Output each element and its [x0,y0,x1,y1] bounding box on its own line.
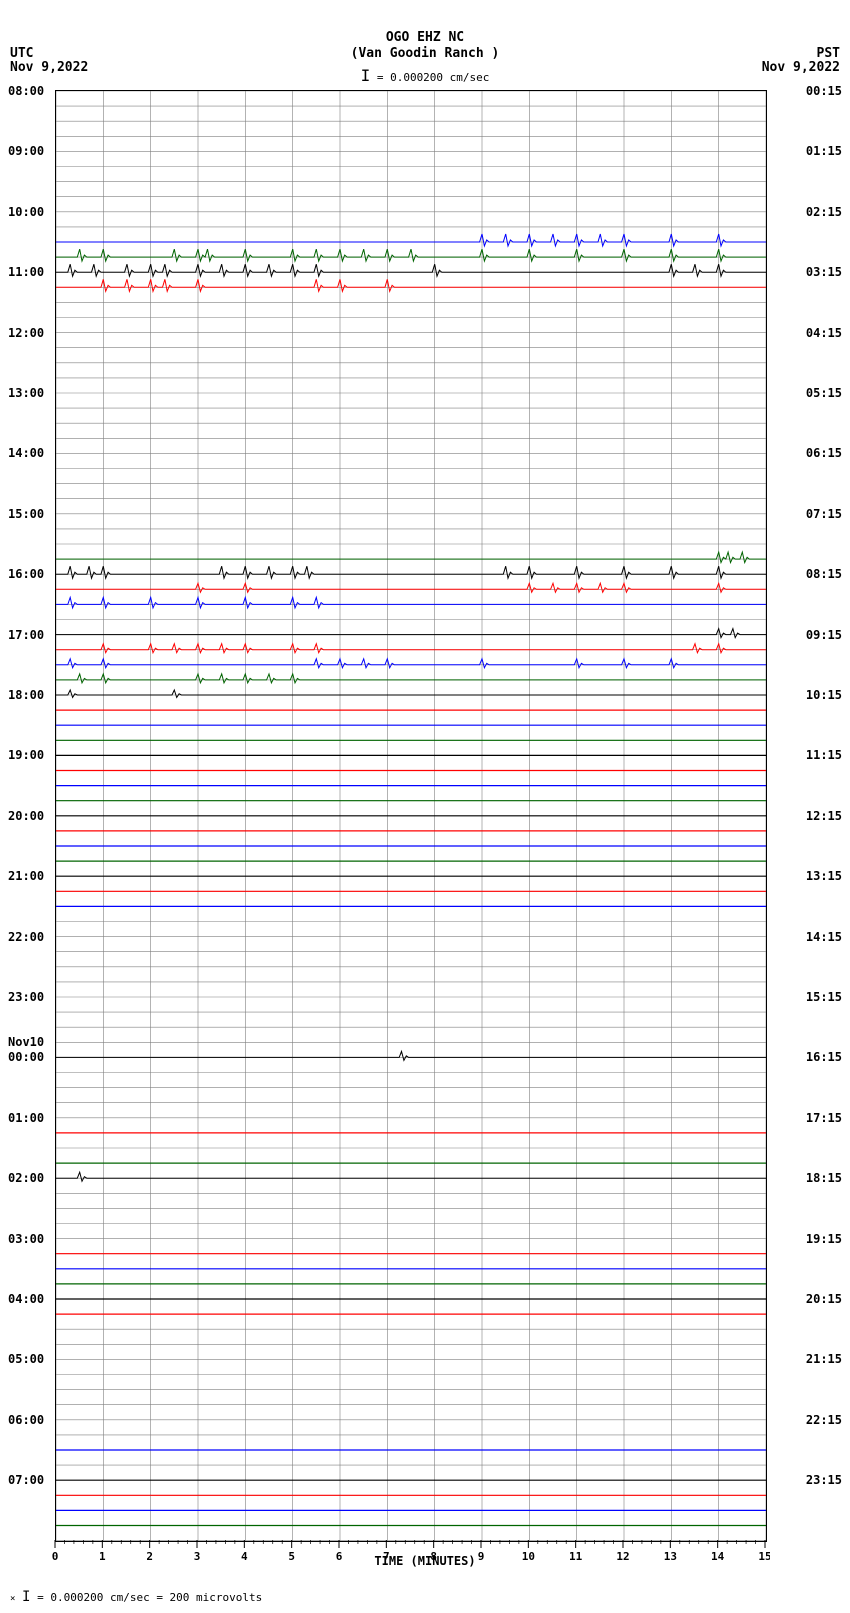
pst-hour-label: 20:15 [806,1292,842,1306]
station-title: OGO EHZ NC [0,30,850,45]
utc-hour-label: 03:00 [8,1232,44,1246]
utc-hour-label: 17:00 [8,628,44,642]
pst-hour-label: 21:15 [806,1352,842,1366]
pst-hour-label: 08:15 [806,567,842,581]
pst-hour-label: 06:15 [806,446,842,460]
utc-hour-label: 05:00 [8,1352,44,1366]
pst-hour-label: 04:15 [806,326,842,340]
utc-hour-label: 01:00 [8,1111,44,1125]
pst-hour-label: 15:15 [806,990,842,1004]
utc-hour-label: 11:00 [8,265,44,279]
pst-hour-label: 19:15 [806,1232,842,1246]
footer-scale: × I = 0.000200 cm/sec = 200 microvolts [10,1589,262,1605]
utc-hour-label: 21:00 [8,869,44,883]
pst-hour-label: 07:15 [806,507,842,521]
x-axis-label: TIME (MINUTES) [0,1554,850,1568]
utc-hour-label: 22:00 [8,930,44,944]
pst-hour-label: 13:15 [806,869,842,883]
seismogram-container: OGO EHZ NC (Van Goodin Ranch ) UTC PST N… [0,0,850,1613]
pst-hour-label: 11:15 [806,748,842,762]
utc-hour-label: 09:00 [8,144,44,158]
seismogram-plot [55,90,767,1542]
pst-hour-label: 10:15 [806,688,842,702]
timezone-right-label: PST [817,46,840,61]
station-subtitle: (Van Goodin Ranch ) [0,46,850,61]
pst-hour-label: 14:15 [806,930,842,944]
pst-hour-label: 22:15 [806,1413,842,1427]
utc-hour-label: 10:00 [8,205,44,219]
utc-hour-label: 00:00 [8,1050,44,1064]
pst-hour-label: 17:15 [806,1111,842,1125]
pst-hour-label: 00:15 [806,84,842,98]
pst-hour-label: 23:15 [806,1473,842,1487]
utc-hour-label: 23:00 [8,990,44,1004]
pst-hour-label: 18:15 [806,1171,842,1185]
utc-hour-label: 15:00 [8,507,44,521]
utc-hour-label: 12:00 [8,326,44,340]
pst-time-labels: 00:1501:1502:1503:1504:1505:1506:1507:15… [798,90,850,1540]
pst-hour-label: 03:15 [806,265,842,279]
utc-hour-label: 02:00 [8,1171,44,1185]
utc-hour-label: 20:00 [8,809,44,823]
utc-hour-label: Nov10 [8,1035,44,1049]
utc-hour-label: 18:00 [8,688,44,702]
utc-hour-label: 19:00 [8,748,44,762]
pst-hour-label: 02:15 [806,205,842,219]
seismogram-svg [56,91,766,1541]
utc-hour-label: 04:00 [8,1292,44,1306]
pst-hour-label: 12:15 [806,809,842,823]
pst-hour-label: 05:15 [806,386,842,400]
utc-hour-label: 14:00 [8,446,44,460]
timezone-left-label: UTC [10,46,33,61]
utc-hour-label: 07:00 [8,1473,44,1487]
pst-hour-label: 01:15 [806,144,842,158]
pst-hour-label: 16:15 [806,1050,842,1064]
utc-hour-label: 16:00 [8,567,44,581]
utc-hour-label: 13:00 [8,386,44,400]
utc-hour-label: 08:00 [8,84,44,98]
scale-label: I = 0.000200 cm/sec [0,66,850,85]
utc-hour-label: 06:00 [8,1413,44,1427]
pst-hour-label: 09:15 [806,628,842,642]
utc-time-labels: 08:0009:0010:0011:0012:0013:0014:0015:00… [0,90,52,1540]
